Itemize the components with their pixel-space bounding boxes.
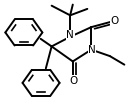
- Text: N: N: [66, 30, 74, 40]
- Text: N: N: [88, 45, 96, 55]
- Text: O: O: [110, 16, 119, 26]
- Text: O: O: [69, 76, 77, 86]
